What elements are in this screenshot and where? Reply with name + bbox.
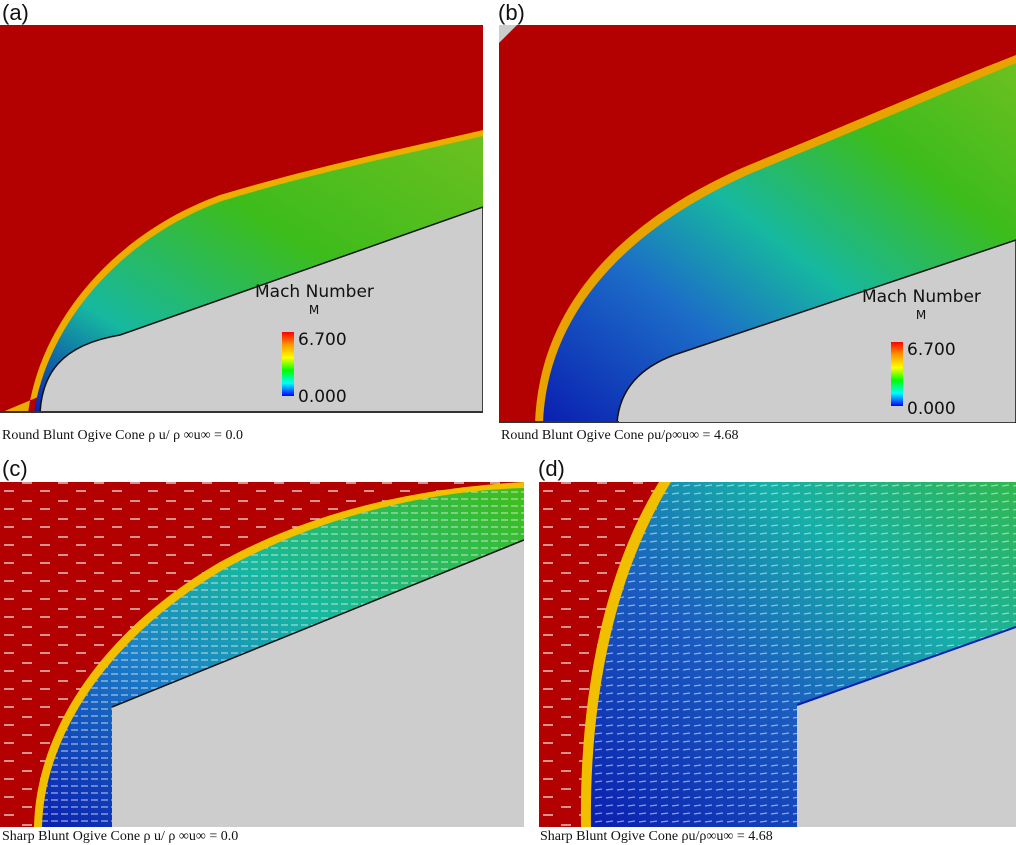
panel-label-c: (c)	[2, 456, 28, 481]
legend-title: Mach Number	[255, 282, 374, 302]
legend-min-value: 0.000	[907, 399, 956, 419]
panel-label-b: (b)	[498, 0, 525, 25]
panel-label-d: (d)	[538, 456, 565, 481]
caption-c: Sharp Blunt Ogive Cone ρ u/ ρ ∞u∞ = 0.0	[2, 829, 239, 844]
caption-b: Round Blunt Ogive Cone ρu/ρ∞u∞ = 4.68	[501, 428, 739, 443]
caption-a: Round Blunt Ogive Cone ρ u/ ρ ∞u∞ = 0.0	[2, 428, 243, 443]
legend-symbol: M	[915, 308, 927, 322]
mach-vector-contour-d	[539, 482, 1016, 827]
legend-max-value: 6.700	[298, 330, 347, 350]
mach-contour-b	[499, 25, 1016, 423]
vector-plot-c	[0, 482, 524, 827]
colorbar-legend-b: Mach Number M 6.700 0.000	[862, 287, 1002, 419]
vector-plot-d	[539, 482, 1016, 827]
legend-min-value: 0.000	[298, 387, 347, 407]
mach-contour-a	[0, 25, 483, 413]
legend-max-value: 6.700	[907, 340, 956, 360]
colorbar-gradient	[282, 332, 294, 396]
caption-d: Sharp Blunt Ogive Cone ρu/ρ∞u∞ = 4.68	[540, 829, 773, 844]
contour-plot-a: Mach Number M 6.700 0.000	[0, 25, 483, 413]
colorbar-gradient	[891, 342, 903, 406]
colorbar-legend-a: Mach Number M 6.700 0.000	[255, 282, 385, 412]
legend-symbol: M	[308, 303, 320, 317]
mach-vector-contour-c	[0, 482, 524, 827]
legend-title: Mach Number	[862, 287, 981, 307]
contour-plot-b: Mach Number M 6.700 0.000	[499, 25, 1016, 423]
panel-label-a: (a)	[2, 0, 29, 25]
